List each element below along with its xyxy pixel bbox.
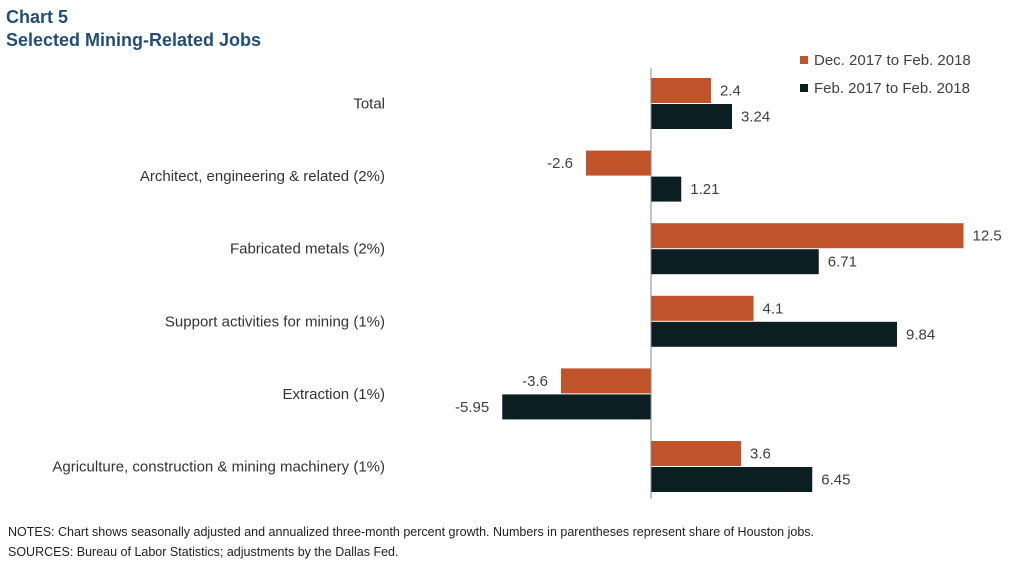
bar-1 — [651, 295, 754, 321]
bar-1 — [651, 78, 711, 103]
bar-1 — [651, 223, 964, 249]
legend: Dec. 2017 to Feb. 2018 Feb. 2017 to Feb.… — [800, 46, 971, 102]
legend-swatch-series-1 — [800, 56, 808, 64]
footnotes: NOTES: Chart shows seasonally adjusted a… — [8, 522, 814, 562]
bar-chart: Total 2.43.24 Architect, engineering & rel… — [52, 68, 1002, 499]
data-label: 9.84 — [906, 326, 935, 343]
category-label: Agriculture, construction & mining machi… — [52, 459, 385, 476]
data-label: -2.6 — [547, 155, 573, 172]
bar-1 — [651, 441, 741, 466]
legend-item-series-1: Dec. 2017 to Feb. 2018 — [800, 46, 971, 74]
chart-title: Chart 5 Selected Mining-Related Jobs — [6, 6, 261, 52]
data-label: 6.71 — [828, 254, 857, 271]
category-label: Total — [353, 96, 385, 113]
category-label: Support activities for mining (1%) — [165, 313, 385, 330]
legend-item-series-2: Feb. 2017 to Feb. 2018 — [800, 74, 971, 102]
category-label: Fabricated metals (2%) — [230, 241, 385, 258]
bar-2 — [651, 321, 897, 347]
data-label: 3.24 — [741, 109, 770, 126]
data-label: 6.45 — [821, 472, 850, 489]
category-label: Architect, engineering & related (2%) — [140, 168, 385, 185]
bar-2 — [651, 176, 682, 202]
bar-2 — [651, 104, 732, 129]
data-label: 2.4 — [720, 83, 741, 100]
legend-label-series-1: Dec. 2017 to Feb. 2018 — [814, 51, 971, 69]
category-label: Extraction (1%) — [282, 386, 385, 403]
data-label: -3.6 — [522, 373, 548, 390]
chart-name: Selected Mining-Related Jobs — [6, 30, 262, 50]
legend-swatch-series-2 — [800, 84, 808, 92]
bar-1 — [561, 368, 651, 394]
bar-2 — [651, 249, 819, 275]
notes-text: NOTES: Chart shows seasonally adjusted a… — [8, 525, 814, 539]
bar-2 — [651, 467, 813, 492]
data-label: 4.1 — [763, 300, 784, 317]
bar-2 — [502, 394, 651, 420]
data-label: -5.95 — [455, 399, 489, 416]
sources-text: SOURCES: Bureau of Labor Statistics; adj… — [8, 545, 399, 559]
data-label: 1.21 — [690, 181, 719, 198]
chart-number: Chart 5 — [6, 7, 69, 27]
legend-label-series-2: Feb. 2017 to Feb. 2018 — [814, 79, 970, 97]
data-label: 12.5 — [973, 228, 1002, 245]
bar-1 — [586, 150, 651, 176]
data-label: 3.6 — [750, 446, 771, 463]
